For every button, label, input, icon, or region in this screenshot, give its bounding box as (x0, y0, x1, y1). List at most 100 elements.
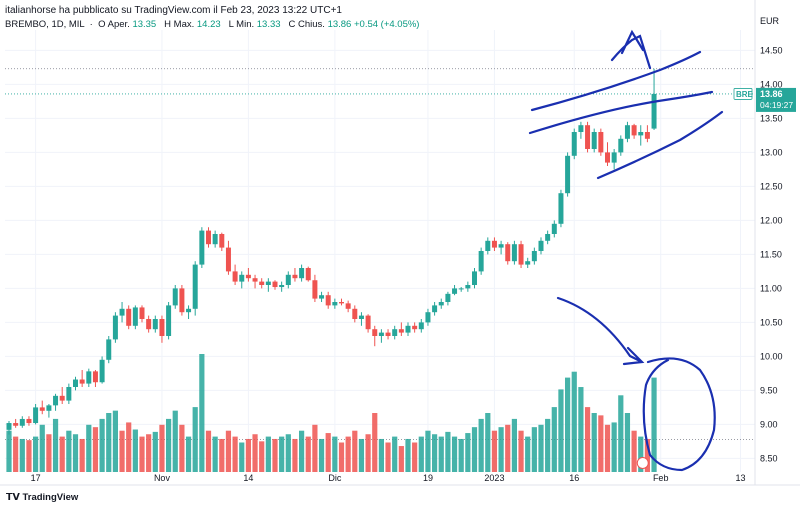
volume-bar (272, 438, 278, 472)
candle-body (491, 240, 497, 248)
candle-body (551, 223, 557, 234)
volume-bar (46, 434, 52, 472)
volume-bar (644, 438, 650, 472)
volume-bar (604, 424, 611, 472)
volume-bar (245, 438, 251, 472)
candle-body (578, 125, 584, 132)
volume-bar (491, 430, 498, 472)
volume-bar (558, 389, 564, 472)
volume-bar (72, 434, 79, 472)
hand-annotations (528, 29, 724, 472)
candle-body (132, 307, 138, 326)
volume-bar (92, 427, 99, 472)
price-badge-box (756, 87, 796, 112)
candle-body (345, 303, 351, 309)
volume-bar (99, 418, 105, 472)
volume-bar (6, 430, 12, 472)
candle-body (378, 332, 384, 336)
price-axis[interactable]: EUR 14.50 14.00 13.50 13.00 12.50 12.00 11.50 11… (754, 0, 783, 485)
arrow-up-annotation (610, 29, 652, 70)
time-axis[interactable]: 17Nov14Dic19202316Feb13Mar (0, 473, 800, 486)
volume-bar (305, 436, 311, 472)
volume-bars (6, 354, 657, 472)
volume-bar (584, 407, 591, 472)
candle-body (498, 244, 504, 248)
low-text: Min. (236, 19, 255, 30)
currency-label: EUR (760, 16, 780, 26)
candle-body (565, 155, 571, 194)
volume-bar (591, 413, 597, 472)
time-tick-label: 14 (243, 473, 253, 483)
candle-body (19, 418, 25, 426)
volume-bar (279, 436, 285, 472)
volume-bar (106, 413, 112, 472)
candle-body (644, 132, 650, 139)
tradingview-brand[interactable]: 𝗧𝗩 TradingView (6, 492, 78, 503)
price-badge-countdown: 04:19:27 (760, 100, 793, 110)
candle-body (398, 329, 404, 333)
candle-body (172, 288, 178, 306)
high-value: 14.23 (196, 19, 221, 30)
price-tick-label: 12.00 (760, 215, 783, 225)
candle-body (485, 240, 491, 251)
candle-body (179, 288, 185, 313)
volume-bar (485, 413, 491, 472)
volume-bar (392, 436, 398, 472)
volume-bar (425, 430, 431, 472)
volume-bar (505, 424, 511, 472)
volume-bar (465, 433, 471, 472)
volume-bar (19, 438, 25, 472)
candle-body (126, 308, 132, 326)
volume-bar (525, 436, 531, 472)
candle-body (139, 307, 145, 319)
volume-bar (445, 431, 451, 472)
candle-body (199, 230, 205, 265)
volume-bar (631, 430, 637, 472)
price-tick-label: 14.50 (760, 45, 783, 55)
price-tick-label: 10.50 (760, 317, 783, 327)
tradingview-logo-icon: 𝗧𝗩 (6, 492, 20, 503)
circle-volume-annotation (642, 357, 716, 472)
volume-bar (79, 438, 85, 472)
candle-body (405, 325, 411, 333)
price-tick-label: 8.50 (760, 453, 778, 463)
candle-body (92, 371, 98, 383)
candle-body (445, 293, 451, 302)
low-value: 13.33 (256, 19, 281, 30)
candle-body (252, 278, 258, 282)
volume-bar (52, 418, 59, 472)
volume-bar (405, 438, 411, 472)
candle-body (425, 312, 431, 323)
price-tick-label: 11.50 (760, 249, 782, 259)
candle-body (66, 387, 72, 401)
volume-bar (185, 436, 192, 472)
candle-body (86, 371, 92, 384)
candle-body (352, 308, 358, 319)
candle-body (259, 281, 265, 285)
ticker-badge-text: BRE (736, 90, 754, 99)
candle-body (26, 418, 32, 424)
candle-body (186, 308, 192, 313)
volume-bar (432, 434, 438, 472)
candle-body (525, 261, 531, 265)
volume-bar (13, 436, 19, 472)
volume-bar (219, 438, 225, 472)
candle-body (152, 319, 158, 330)
price-tick-label: 12.50 (760, 181, 783, 191)
candle-body (605, 152, 610, 163)
candle-body (518, 244, 524, 265)
candle-body (465, 285, 471, 289)
candle-body (385, 332, 391, 336)
volume-bar (126, 422, 132, 472)
candle-body (285, 274, 291, 285)
candle-body (412, 325, 418, 330)
volume-bar (112, 410, 118, 472)
volume-bar (398, 446, 404, 472)
volume-bar (358, 438, 365, 472)
candle-body (279, 285, 285, 288)
volume-bar (551, 407, 557, 472)
grid (5, 30, 755, 472)
volume-bar (299, 430, 305, 472)
